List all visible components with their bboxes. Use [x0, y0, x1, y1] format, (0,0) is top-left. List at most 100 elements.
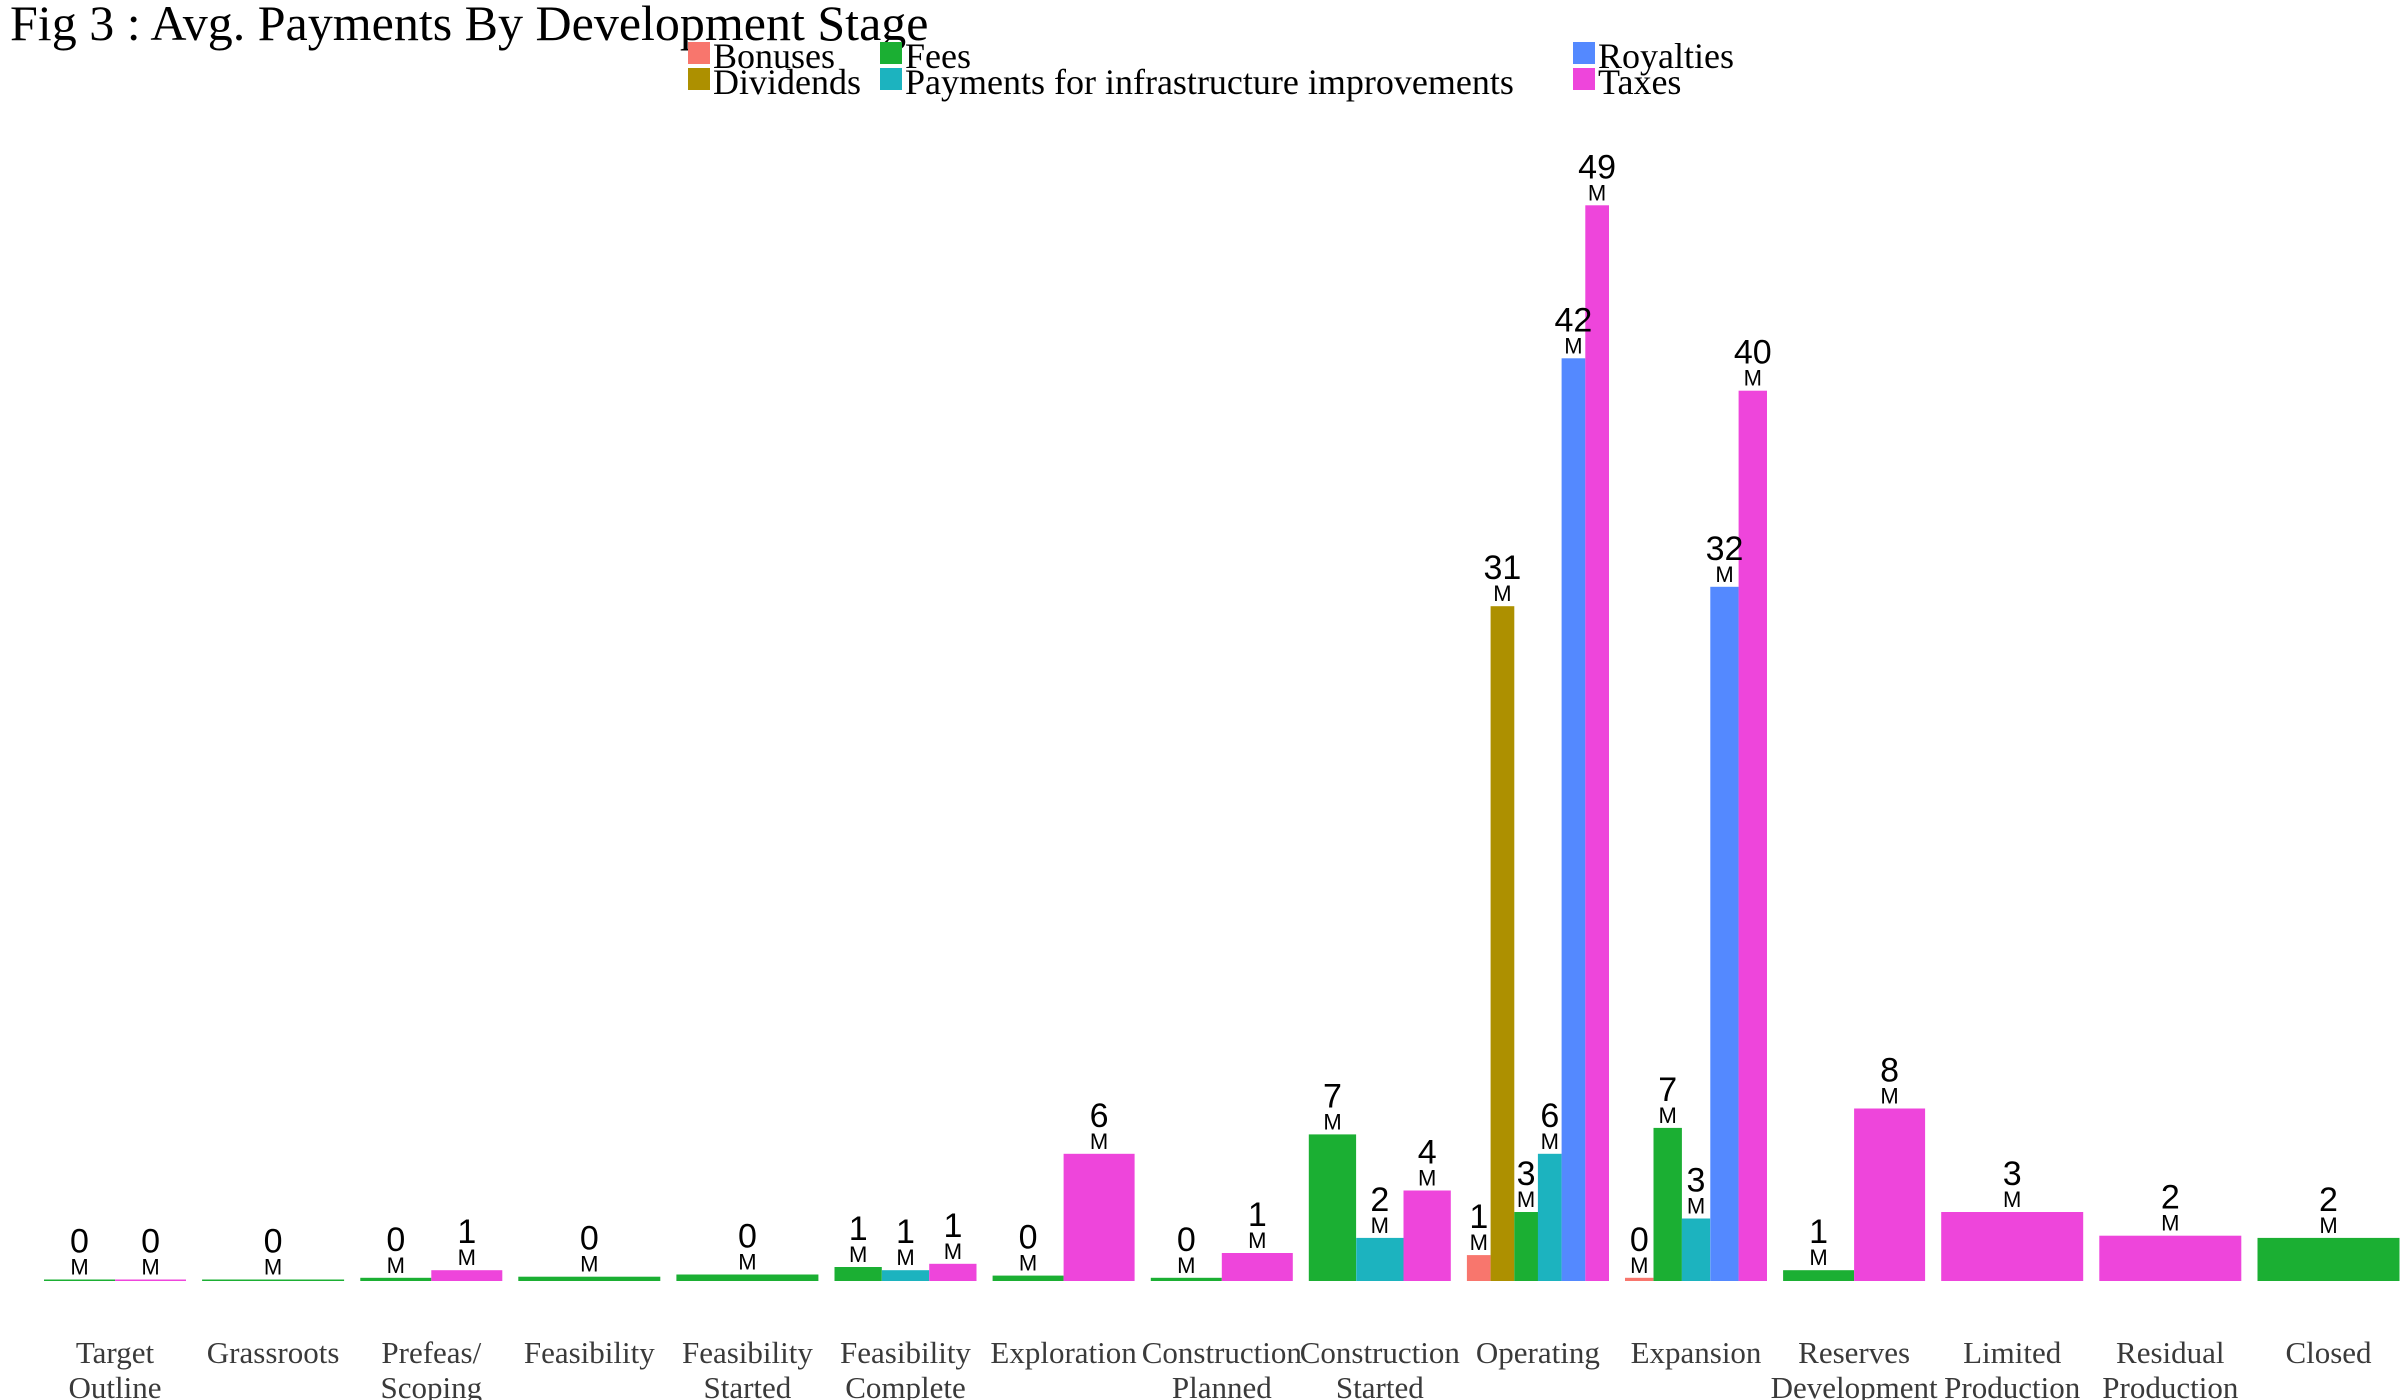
bar-grassroots-fees	[202, 1279, 345, 1281]
value-unit-operating-dividends: M	[1493, 581, 1511, 606]
value-label-expansion-fees: 7	[1658, 1071, 1677, 1109]
value-unit-feasibility-complete-payments-for-infrastructure-improvements: M	[896, 1245, 914, 1270]
bar-expansion-fees	[1653, 1127, 1682, 1281]
value-unit-expansion-fees: M	[1659, 1103, 1677, 1128]
value-unit-operating-payments-for-infrastructure-improvements: M	[1541, 1129, 1559, 1154]
value-unit-expansion-royalties: M	[1715, 562, 1733, 587]
value-label-construction-planned-fees: 0	[1177, 1221, 1196, 1259]
value-label-expansion-taxes: 40	[1734, 334, 1772, 372]
bar-expansion-royalties	[1710, 586, 1739, 1281]
value-unit-operating-royalties: M	[1564, 333, 1582, 358]
x-tick-feasibility-complete: Feasibility Complete	[840, 1335, 971, 1400]
value-label-construction-started-fees: 7	[1323, 1077, 1342, 1115]
bar-expansion-taxes	[1738, 390, 1767, 1281]
value-label-operating-payments-for-infrastructure-improvements: 6	[1540, 1097, 1559, 1135]
value-label-feasibility-fees: 0	[580, 1220, 599, 1258]
value-label-construction-started-payments-for-infrastructure-improvements: 2	[1370, 1181, 1389, 1219]
value-label-exploration-taxes: 6	[1090, 1097, 1109, 1135]
value-unit-exploration-fees: M	[1019, 1251, 1037, 1276]
x-tick-operating: Operating	[1476, 1335, 1600, 1370]
value-unit-closed-fees: M	[2319, 1213, 2337, 1238]
bar-operating-payments-for-infrastructure-improvements	[1537, 1153, 1562, 1281]
bar-expansion-bonuses	[1625, 1277, 1654, 1281]
x-tick-expansion: Expansion	[1631, 1335, 1762, 1370]
value-label-feasibility-complete-payments-for-infrastructure-improvements: 1	[896, 1213, 915, 1251]
value-label-exploration-fees: 0	[1019, 1219, 1038, 1257]
value-unit-feasibility-started-fees: M	[738, 1250, 756, 1275]
value-unit-residual-production-taxes: M	[2161, 1211, 2179, 1236]
bar-reserves-development-fees	[1783, 1270, 1855, 1281]
value-label-limited-production-taxes: 3	[2003, 1155, 2022, 1193]
x-tick-feasibility: Feasibility	[524, 1335, 655, 1370]
value-label-operating-fees: 3	[1517, 1155, 1536, 1193]
bar-reserves-development-taxes	[1854, 1108, 1926, 1281]
value-unit-feasibility-complete-fees: M	[849, 1242, 867, 1267]
value-label-grassroots-fees: 0	[264, 1223, 283, 1261]
bar-operating-dividends	[1490, 606, 1515, 1281]
value-unit-construction-planned-taxes: M	[1248, 1228, 1266, 1253]
value-unit-reserves-development-taxes: M	[1880, 1084, 1898, 1109]
value-unit-construction-started-payments-for-infrastructure-improvements: M	[1371, 1213, 1389, 1238]
value-unit-grassroots-fees: M	[264, 1255, 282, 1280]
value-unit-expansion-taxes: M	[1744, 366, 1762, 391]
value-label-residual-production-taxes: 2	[2161, 1179, 2180, 1217]
bar-feasibility-complete-fees	[834, 1267, 882, 1281]
x-tick-construction-started: Construction Started	[1300, 1335, 1461, 1400]
bar-construction-planned-fees	[1150, 1277, 1222, 1281]
bar-target-outline-taxes	[115, 1279, 186, 1281]
value-unit-operating-fees: M	[1517, 1187, 1535, 1212]
legend-swatch-bonuses	[688, 42, 710, 64]
bar-construction-started-fees	[1308, 1134, 1357, 1281]
value-label-closed-fees: 2	[2319, 1181, 2338, 1219]
value-unit-operating-bonuses: M	[1470, 1230, 1488, 1255]
value-label-expansion-royalties: 32	[1706, 530, 1744, 568]
value-label-operating-bonuses: 1	[1469, 1198, 1488, 1236]
bar-prefeas-scoping-fees	[360, 1277, 432, 1281]
legend-swatch-fees	[880, 42, 902, 64]
value-label-reserves-development-fees: 1	[1809, 1213, 1828, 1251]
value-label-expansion-bonuses: 0	[1630, 1221, 1649, 1259]
value-label-feasibility-started-fees: 0	[738, 1218, 757, 1256]
x-tick-reserves-development: Reserves Development	[1771, 1335, 1938, 1400]
legend-swatch-dividends	[688, 68, 710, 90]
bar-exploration-fees	[992, 1275, 1064, 1281]
value-unit-expansion-payments-for-infrastructure-improvements: M	[1687, 1194, 1705, 1219]
x-tick-limited-production: Limited Production	[1944, 1335, 2081, 1400]
legend-label-taxes: Taxes	[1598, 62, 1681, 102]
value-label-operating-dividends: 31	[1483, 549, 1521, 587]
legend: Bonuses Fees Royalties Dividends Payments fo…	[688, 36, 1734, 102]
value-label-target-outline-taxes: 0	[141, 1223, 160, 1261]
legend-swatch-royalties	[1573, 42, 1595, 64]
bar-construction-started-taxes	[1403, 1190, 1451, 1281]
legend-label-dividends: Dividends	[713, 62, 861, 102]
value-label-construction-started-taxes: 4	[1418, 1134, 1437, 1172]
value-unit-prefeas-scoping-fees: M	[387, 1253, 405, 1278]
legend-label-payments-for-infrastructure-improvements: Payments for infrastructure improvements	[905, 62, 1514, 102]
value-unit-feasibility-fees: M	[580, 1252, 598, 1277]
bar-construction-started-payments-for-infrastructure-improvements	[1356, 1237, 1404, 1281]
chart-title: Fig 3 : Avg. Payments By Development Sta…	[10, 0, 928, 51]
x-tick-prefeas-scoping: Prefeas/Scoping	[380, 1335, 482, 1400]
bar-exploration-taxes	[1063, 1153, 1135, 1281]
value-label-prefeas-scoping-fees: 0	[386, 1221, 405, 1259]
legend-swatch-taxes	[1573, 68, 1595, 90]
value-unit-construction-planned-fees: M	[1177, 1253, 1195, 1278]
value-unit-reserves-development-fees: M	[1809, 1245, 1827, 1270]
value-label-feasibility-complete-fees: 1	[849, 1210, 868, 1248]
x-tick-closed: Closed	[2285, 1335, 2372, 1370]
value-label-construction-planned-taxes: 1	[1248, 1196, 1267, 1234]
value-unit-target-outline-fees: M	[70, 1255, 88, 1280]
value-unit-prefeas-scoping-taxes: M	[458, 1245, 476, 1270]
legend-label-fees: Fees	[905, 36, 971, 76]
bar-construction-planned-taxes	[1221, 1253, 1293, 1281]
value-label-operating-taxes: 49	[1578, 148, 1616, 186]
bar-operating-fees	[1514, 1212, 1538, 1281]
bars-layer	[44, 205, 2400, 1281]
bar-operating-bonuses	[1466, 1255, 1491, 1281]
value-label-operating-royalties: 42	[1554, 301, 1592, 339]
x-tick-grassroots: Grassroots	[207, 1335, 340, 1370]
value-unit-operating-taxes: M	[1588, 180, 1606, 205]
legend-label-royalties: Royalties	[1598, 36, 1734, 76]
